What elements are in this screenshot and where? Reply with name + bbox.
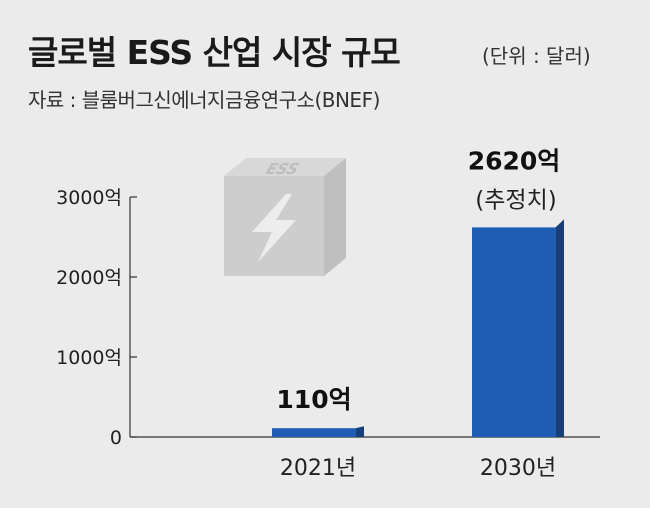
unit-note: (단위 : 달러) xyxy=(482,44,591,68)
cube-side xyxy=(324,158,346,276)
ess-battery-cube-icon: ESS xyxy=(224,158,346,276)
chart-title: 글로벌 ESS 산업 시장 규모 xyxy=(28,33,401,72)
cube-ess-label: ESS xyxy=(264,160,302,177)
data-label: 110억 xyxy=(276,385,351,414)
labels: 110억 2021년 2620억 2030년 (추정치) xyxy=(276,146,560,481)
y-tick-label: 0 xyxy=(110,427,122,449)
source-note: 자료 : 블룸버그신에너지금융연구소(BNEF) xyxy=(28,88,380,112)
y-tick-label: 3000억 xyxy=(56,187,122,209)
estimate-annotation: (추정치) xyxy=(475,187,556,213)
y-tick-label: 2000억 xyxy=(56,267,122,289)
cube-top xyxy=(224,158,346,176)
bars xyxy=(272,219,564,437)
bar-front xyxy=(272,428,356,437)
x-tick-label: 2021년 xyxy=(280,456,356,481)
bar-front xyxy=(472,227,556,437)
lightning-bolt-icon xyxy=(252,194,296,262)
data-label: 2620억 xyxy=(468,146,561,175)
x-tick-label: 2030년 xyxy=(480,456,556,481)
bar-side xyxy=(355,426,364,437)
bar-side xyxy=(555,219,564,437)
y-axis: 0 1000억 2000억 3000억 xyxy=(56,187,600,449)
y-tick-label: 1000억 xyxy=(56,347,122,369)
